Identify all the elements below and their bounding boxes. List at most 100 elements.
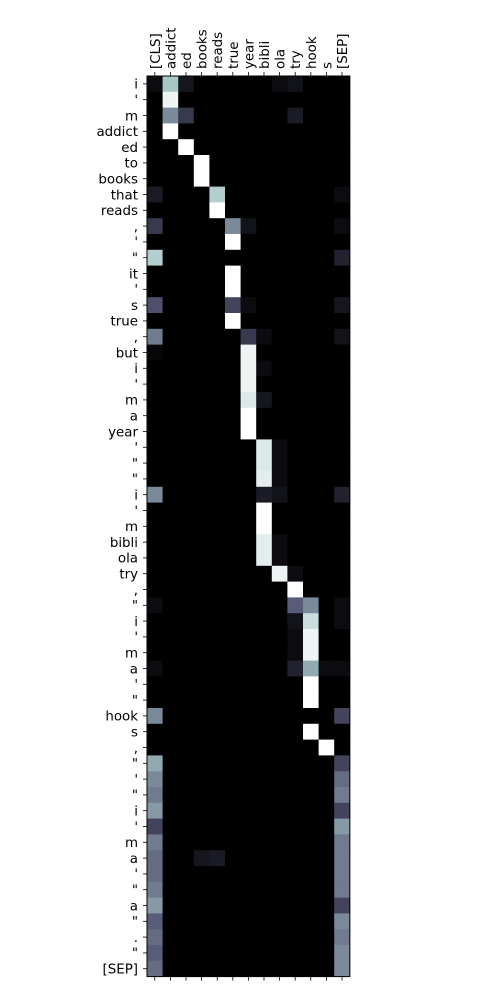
heatmap-cell	[256, 455, 273, 472]
heatmap-cell	[225, 439, 241, 456]
heatmap-cell	[225, 929, 241, 946]
heatmap-cell	[318, 76, 335, 93]
heatmap-cell	[209, 170, 226, 187]
heatmap-cell	[287, 866, 304, 883]
heatmap-cell	[303, 708, 319, 725]
heatmap-cell	[193, 486, 210, 503]
heatmap-cell	[240, 771, 257, 788]
heatmap-cell	[318, 613, 335, 630]
heatmap-cell	[256, 313, 273, 330]
heatmap-cell	[225, 344, 241, 361]
heatmap-cell	[178, 866, 195, 883]
heatmap-cell	[334, 376, 351, 393]
heatmap-cell	[334, 313, 351, 330]
heatmap-cell	[178, 629, 195, 646]
heatmap-cell	[162, 423, 179, 440]
x-axis-ticks: [CLS] addict ed books reads true year bibli ola t…	[149, 27, 351, 981]
heatmap-cell	[193, 281, 210, 298]
heatmap-cell	[303, 565, 319, 582]
y-tick-label: year	[108, 425, 138, 440]
heatmap-cell	[240, 929, 257, 946]
heatmap-cell	[193, 565, 210, 582]
y-tick-label: '	[134, 236, 138, 251]
heatmap-cell	[225, 486, 241, 503]
y-tick-label: ola	[118, 552, 138, 567]
heatmap-cell	[225, 771, 241, 788]
heatmap-cell	[287, 439, 304, 456]
heatmap-cell	[147, 739, 163, 756]
heatmap-cell	[271, 929, 288, 946]
heatmap-cell	[178, 123, 195, 140]
heatmap-cell	[209, 423, 226, 440]
heatmap-cell	[193, 945, 210, 962]
y-tick-label: try	[119, 568, 138, 583]
heatmap-cell	[147, 234, 163, 251]
heatmap-cell	[318, 234, 335, 251]
y-tick-label: '	[134, 868, 138, 883]
heatmap-cell	[225, 565, 241, 582]
heatmap-cell	[162, 392, 179, 409]
y-tick-label: m	[125, 836, 138, 851]
heatmap-cell	[256, 866, 273, 883]
heatmap-cell	[256, 376, 273, 393]
heatmap-cell	[193, 186, 210, 203]
heatmap-cell	[287, 107, 304, 124]
y-axis-ticks: i'maddictedtobooksthatreads,'"it'strue,b…	[96, 78, 147, 978]
heatmap-cell	[318, 660, 335, 677]
heatmap-cell	[240, 234, 257, 251]
heatmap-cell	[256, 818, 273, 835]
heatmap-cell	[334, 471, 351, 488]
heatmap-cell	[209, 755, 226, 772]
heatmap-cell	[225, 708, 241, 725]
heatmap-cell	[303, 265, 319, 282]
heatmap-cell	[209, 945, 226, 962]
heatmap-cell	[271, 471, 288, 488]
heatmap-cell	[287, 787, 304, 804]
heatmap-cell	[334, 597, 351, 614]
heatmap-cell	[240, 613, 257, 630]
heatmap-cell	[318, 313, 335, 330]
y-tick-label: i	[134, 78, 138, 93]
heatmap-cell	[193, 881, 210, 898]
heatmap-cell	[334, 771, 351, 788]
y-tick-label: a	[130, 852, 138, 867]
x-tick-label: ed	[180, 52, 195, 69]
heatmap-cell	[287, 249, 304, 266]
heatmap-cell	[303, 202, 319, 219]
heatmap-cell	[240, 597, 257, 614]
heatmap-cell	[318, 581, 335, 598]
heatmap-cell	[225, 550, 241, 567]
heatmap-cell	[271, 297, 288, 314]
heatmap-cell	[147, 139, 163, 156]
heatmap-cell	[178, 818, 195, 835]
heatmap-cell	[225, 328, 241, 345]
heatmap-cell	[287, 502, 304, 519]
heatmap-cell	[193, 676, 210, 693]
heatmap-cell	[318, 407, 335, 424]
heatmap-cell	[225, 423, 241, 440]
heatmap-cell	[334, 407, 351, 424]
heatmap-cell	[240, 486, 257, 503]
heatmap-cell	[271, 155, 288, 172]
heatmap-cell	[178, 249, 195, 266]
heatmap-cell	[287, 518, 304, 535]
heatmap-cell	[240, 123, 257, 140]
heatmap-cell	[271, 186, 288, 203]
heatmap-cell	[334, 202, 351, 219]
heatmap-cell	[193, 518, 210, 535]
heatmap-cell	[162, 376, 179, 393]
heatmap-cell	[162, 676, 179, 693]
heatmap-cell	[209, 202, 226, 219]
heatmap-cell	[334, 676, 351, 693]
y-tick-label: '	[134, 378, 138, 393]
heatmap-cell	[147, 471, 163, 488]
y-tick-label: a	[130, 410, 138, 425]
heatmap-cell	[240, 660, 257, 677]
heatmap-cell	[147, 565, 163, 582]
heatmap-cell	[256, 139, 273, 156]
heatmap-cell	[303, 787, 319, 804]
heatmap-cell	[178, 644, 195, 661]
heatmap-cell	[256, 91, 273, 108]
heatmap-cell	[334, 439, 351, 456]
heatmap-cell	[318, 692, 335, 709]
